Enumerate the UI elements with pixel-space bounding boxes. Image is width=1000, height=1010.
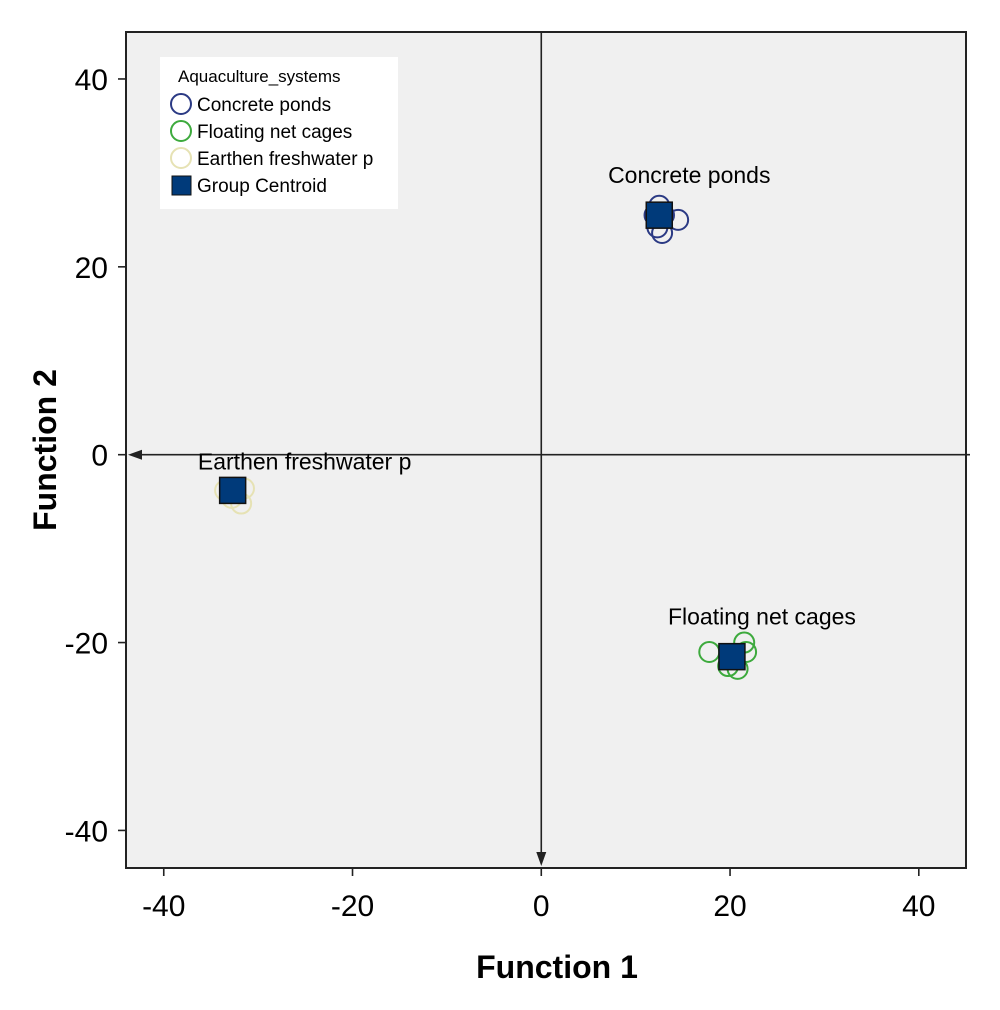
group-labels: Concrete ponds Floating net cages Earthen … xyxy=(198,162,856,629)
legend-entry-label: Floating net cages xyxy=(197,122,352,143)
x-tick-label: -20 xyxy=(331,890,374,923)
tick-labels: -40 -20 0 20 40 40 20 0 -20 -40 xyxy=(65,64,936,923)
y-tick-label: 20 xyxy=(75,252,108,285)
y-tick-label: 0 xyxy=(91,440,108,473)
tick-marks xyxy=(118,78,920,876)
x-axis-title: Function 1 xyxy=(476,949,638,985)
centroid-marker xyxy=(718,642,746,671)
x-tick-label: -40 xyxy=(142,890,185,923)
centroid-label: Concrete ponds xyxy=(608,162,770,188)
x-tick-label: 40 xyxy=(902,890,935,923)
legend-box xyxy=(160,57,398,209)
legend-entry-label: Concrete ponds xyxy=(197,95,331,116)
zero-axes xyxy=(128,32,970,866)
y-axis-title: Function 2 xyxy=(27,369,63,531)
centroid-marker xyxy=(218,476,247,505)
legend-square-icon xyxy=(171,175,192,196)
x-tick-label: 20 xyxy=(713,890,746,923)
legend-circle-icon xyxy=(170,120,192,142)
legend-circle-icon xyxy=(170,93,192,115)
y-tick-label: -40 xyxy=(65,815,108,848)
legend: Aquaculture_systems Concrete ponds Floati… xyxy=(160,57,398,209)
centroid-marker xyxy=(645,201,674,229)
group-centroids xyxy=(218,201,746,671)
centroid-label: Earthen freshwater p xyxy=(198,448,412,474)
left-arrow-icon xyxy=(128,449,142,460)
legend-entry-label: Group Centroid xyxy=(197,176,327,197)
centroid-label: Floating net cages xyxy=(668,604,856,630)
legend-entries: Concrete ponds Floating net cages Earthen … xyxy=(170,93,373,197)
down-arrow-icon xyxy=(536,852,547,866)
y-tick-label: -20 xyxy=(65,628,108,661)
legend-entry-label: Earthen freshwater p xyxy=(197,149,373,170)
y-tick-label: 40 xyxy=(75,64,108,97)
x-tick-label: 0 xyxy=(533,890,550,923)
legend-title: Aquaculture_systems xyxy=(178,67,341,86)
legend-circle-icon xyxy=(170,147,192,169)
